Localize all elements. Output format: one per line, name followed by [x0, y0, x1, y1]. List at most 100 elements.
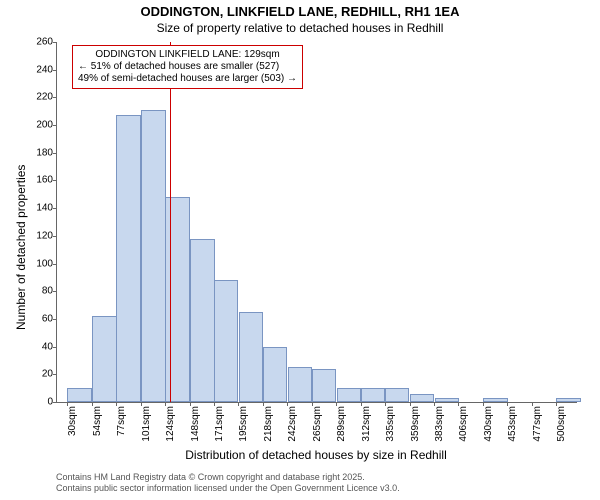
x-tick-label: 289sqm — [336, 406, 347, 442]
histogram-bar — [312, 369, 336, 402]
histogram-bar — [67, 388, 91, 402]
histogram-bar — [239, 312, 263, 402]
y-tick-mark — [53, 374, 57, 375]
x-tick-mark — [263, 402, 264, 406]
x-tick-label: 242sqm — [287, 406, 298, 442]
y-tick-label: 140 — [23, 203, 57, 214]
histogram-bar — [214, 280, 238, 402]
x-tick-label: 30sqm — [67, 406, 78, 436]
x-tick-label: 77sqm — [116, 406, 127, 436]
x-tick-label: 406sqm — [458, 406, 469, 442]
y-tick-label: 260 — [23, 37, 57, 48]
callout-line-3: 49% of semi-detached houses are larger (… — [78, 73, 297, 85]
x-tick-label: 265sqm — [312, 406, 323, 442]
y-tick-label: 80 — [23, 286, 57, 297]
property-callout: ODDINGTON LINKFIELD LANE: 129sqm← 51% of… — [72, 45, 303, 89]
x-tick-mark — [165, 402, 166, 406]
x-tick-label: 101sqm — [141, 406, 152, 442]
x-tick-mark — [92, 402, 93, 406]
footer-line-1: Contains HM Land Registry data © Crown c… — [56, 472, 400, 483]
footer-line-2: Contains public sector information licen… — [56, 483, 400, 494]
y-tick-label: 40 — [23, 341, 57, 352]
x-tick-label: 312sqm — [361, 406, 372, 442]
property-marker-line — [170, 42, 171, 402]
x-tick-mark — [385, 402, 386, 406]
histogram-bar — [556, 398, 580, 402]
histogram-bar — [435, 398, 459, 402]
histogram-bar — [190, 239, 214, 402]
plot-area: 02040608010012014016018020022024026030sq… — [56, 42, 577, 403]
x-tick-label: 477sqm — [532, 406, 543, 442]
x-tick-mark — [507, 402, 508, 406]
y-tick-label: 220 — [23, 92, 57, 103]
x-tick-mark — [141, 402, 142, 406]
x-tick-mark — [532, 402, 533, 406]
footer-attribution: Contains HM Land Registry data © Crown c… — [56, 472, 400, 494]
x-tick-mark — [214, 402, 215, 406]
x-tick-mark — [410, 402, 411, 406]
y-axis-label: Number of detached properties — [14, 165, 28, 330]
y-tick-label: 160 — [23, 175, 57, 186]
y-tick-mark — [53, 402, 57, 403]
x-tick-mark — [116, 402, 117, 406]
x-tick-label: 124sqm — [165, 406, 176, 442]
x-tick-label: 171sqm — [214, 406, 225, 442]
y-tick-mark — [53, 291, 57, 292]
chart-container: ODDINGTON, LINKFIELD LANE, REDHILL, RH1 … — [0, 0, 600, 500]
x-tick-label: 335sqm — [385, 406, 396, 442]
y-tick-mark — [53, 125, 57, 126]
histogram-bar — [337, 388, 361, 402]
x-tick-label: 195sqm — [238, 406, 249, 442]
x-tick-label: 430sqm — [483, 406, 494, 442]
x-tick-label: 148sqm — [190, 406, 201, 442]
histogram-bar — [385, 388, 409, 402]
x-tick-mark — [556, 402, 557, 406]
y-tick-label: 100 — [23, 258, 57, 269]
y-tick-mark — [53, 319, 57, 320]
y-tick-mark — [53, 347, 57, 348]
y-tick-label: 0 — [23, 397, 57, 408]
y-tick-mark — [53, 70, 57, 71]
x-tick-mark — [67, 402, 68, 406]
y-tick-mark — [53, 42, 57, 43]
x-tick-mark — [312, 402, 313, 406]
x-tick-mark — [361, 402, 362, 406]
histogram-bar — [263, 347, 287, 402]
y-tick-mark — [53, 264, 57, 265]
chart-title: ODDINGTON, LINKFIELD LANE, REDHILL, RH1 … — [0, 4, 600, 19]
x-tick-mark — [190, 402, 191, 406]
y-tick-mark — [53, 236, 57, 237]
x-axis-label: Distribution of detached houses by size … — [56, 448, 576, 462]
x-tick-label: 54sqm — [92, 406, 103, 436]
x-tick-mark — [458, 402, 459, 406]
histogram-bar — [92, 316, 116, 402]
y-tick-label: 60 — [23, 313, 57, 324]
x-tick-label: 218sqm — [263, 406, 274, 442]
chart-subtitle: Size of property relative to detached ho… — [0, 21, 600, 35]
x-tick-mark — [483, 402, 484, 406]
y-tick-mark — [53, 97, 57, 98]
callout-line-1: ODDINGTON LINKFIELD LANE: 129sqm — [78, 49, 297, 61]
y-tick-label: 20 — [23, 369, 57, 380]
x-tick-label: 453sqm — [507, 406, 518, 442]
x-tick-label: 500sqm — [556, 406, 567, 442]
y-tick-label: 200 — [23, 120, 57, 131]
x-tick-mark — [336, 402, 337, 406]
histogram-bar — [165, 197, 189, 402]
y-tick-mark — [53, 153, 57, 154]
histogram-bar — [483, 398, 507, 402]
histogram-bar — [361, 388, 385, 402]
histogram-bar — [288, 367, 312, 402]
histogram-bar — [141, 110, 165, 402]
x-tick-mark — [238, 402, 239, 406]
y-tick-mark — [53, 180, 57, 181]
y-tick-label: 240 — [23, 64, 57, 75]
histogram-bar — [410, 394, 434, 402]
y-tick-mark — [53, 208, 57, 209]
y-tick-label: 120 — [23, 230, 57, 241]
x-tick-label: 383sqm — [434, 406, 445, 442]
x-tick-label: 359sqm — [410, 406, 421, 442]
x-tick-mark — [287, 402, 288, 406]
histogram-bar — [116, 115, 140, 402]
callout-line-2: ← 51% of detached houses are smaller (52… — [78, 61, 297, 73]
